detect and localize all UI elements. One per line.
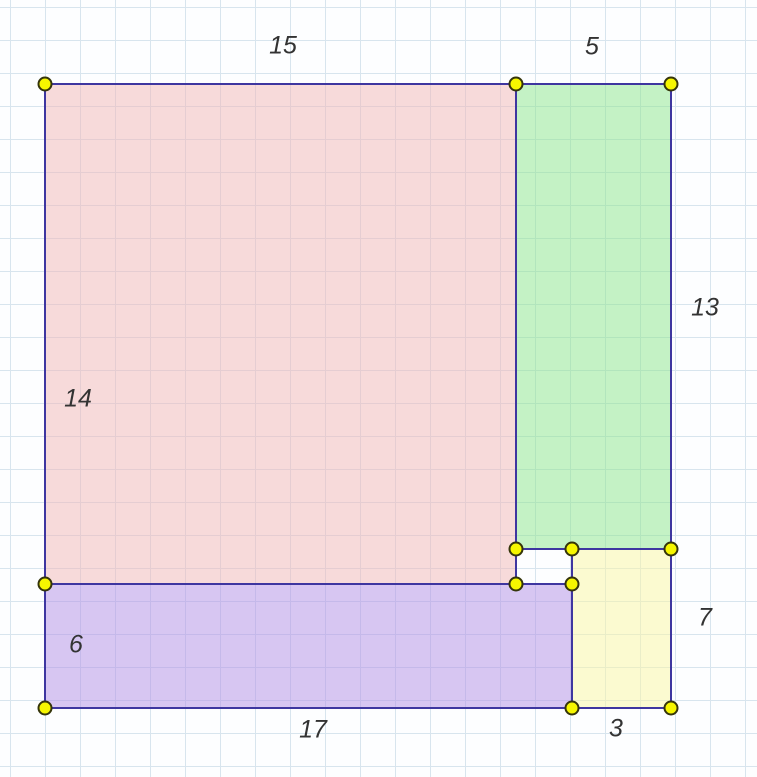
vertex-dot[interactable] bbox=[508, 576, 524, 592]
dimension-label-yellow-right: 7 bbox=[698, 603, 712, 632]
dimension-label-pink-top: 15 bbox=[269, 31, 297, 60]
vertex-dot[interactable] bbox=[564, 700, 580, 716]
vertex-dot[interactable] bbox=[663, 541, 679, 557]
vertex-dot[interactable] bbox=[663, 700, 679, 716]
dimension-label-pink-left: 14 bbox=[64, 384, 92, 413]
vertex-dot[interactable] bbox=[37, 76, 53, 92]
vertex-dot[interactable] bbox=[37, 700, 53, 716]
rect-pink[interactable] bbox=[44, 83, 517, 585]
vertex-dot[interactable] bbox=[37, 576, 53, 592]
vertex-dot[interactable] bbox=[508, 76, 524, 92]
vertex-dot[interactable] bbox=[564, 541, 580, 557]
dimension-label-purple-bottom: 17 bbox=[299, 715, 327, 744]
dimension-label-yellow-bottom: 3 bbox=[609, 714, 623, 743]
rect-green[interactable] bbox=[515, 83, 672, 550]
vertex-dot[interactable] bbox=[564, 576, 580, 592]
vertex-dot[interactable] bbox=[508, 541, 524, 557]
rect-purple[interactable] bbox=[44, 583, 573, 709]
dimension-label-green-top: 5 bbox=[585, 32, 599, 61]
vertex-dot[interactable] bbox=[663, 76, 679, 92]
dimension-label-green-right: 13 bbox=[691, 293, 719, 322]
dimension-label-purple-left: 6 bbox=[69, 630, 83, 659]
rect-yellow[interactable] bbox=[571, 548, 672, 709]
